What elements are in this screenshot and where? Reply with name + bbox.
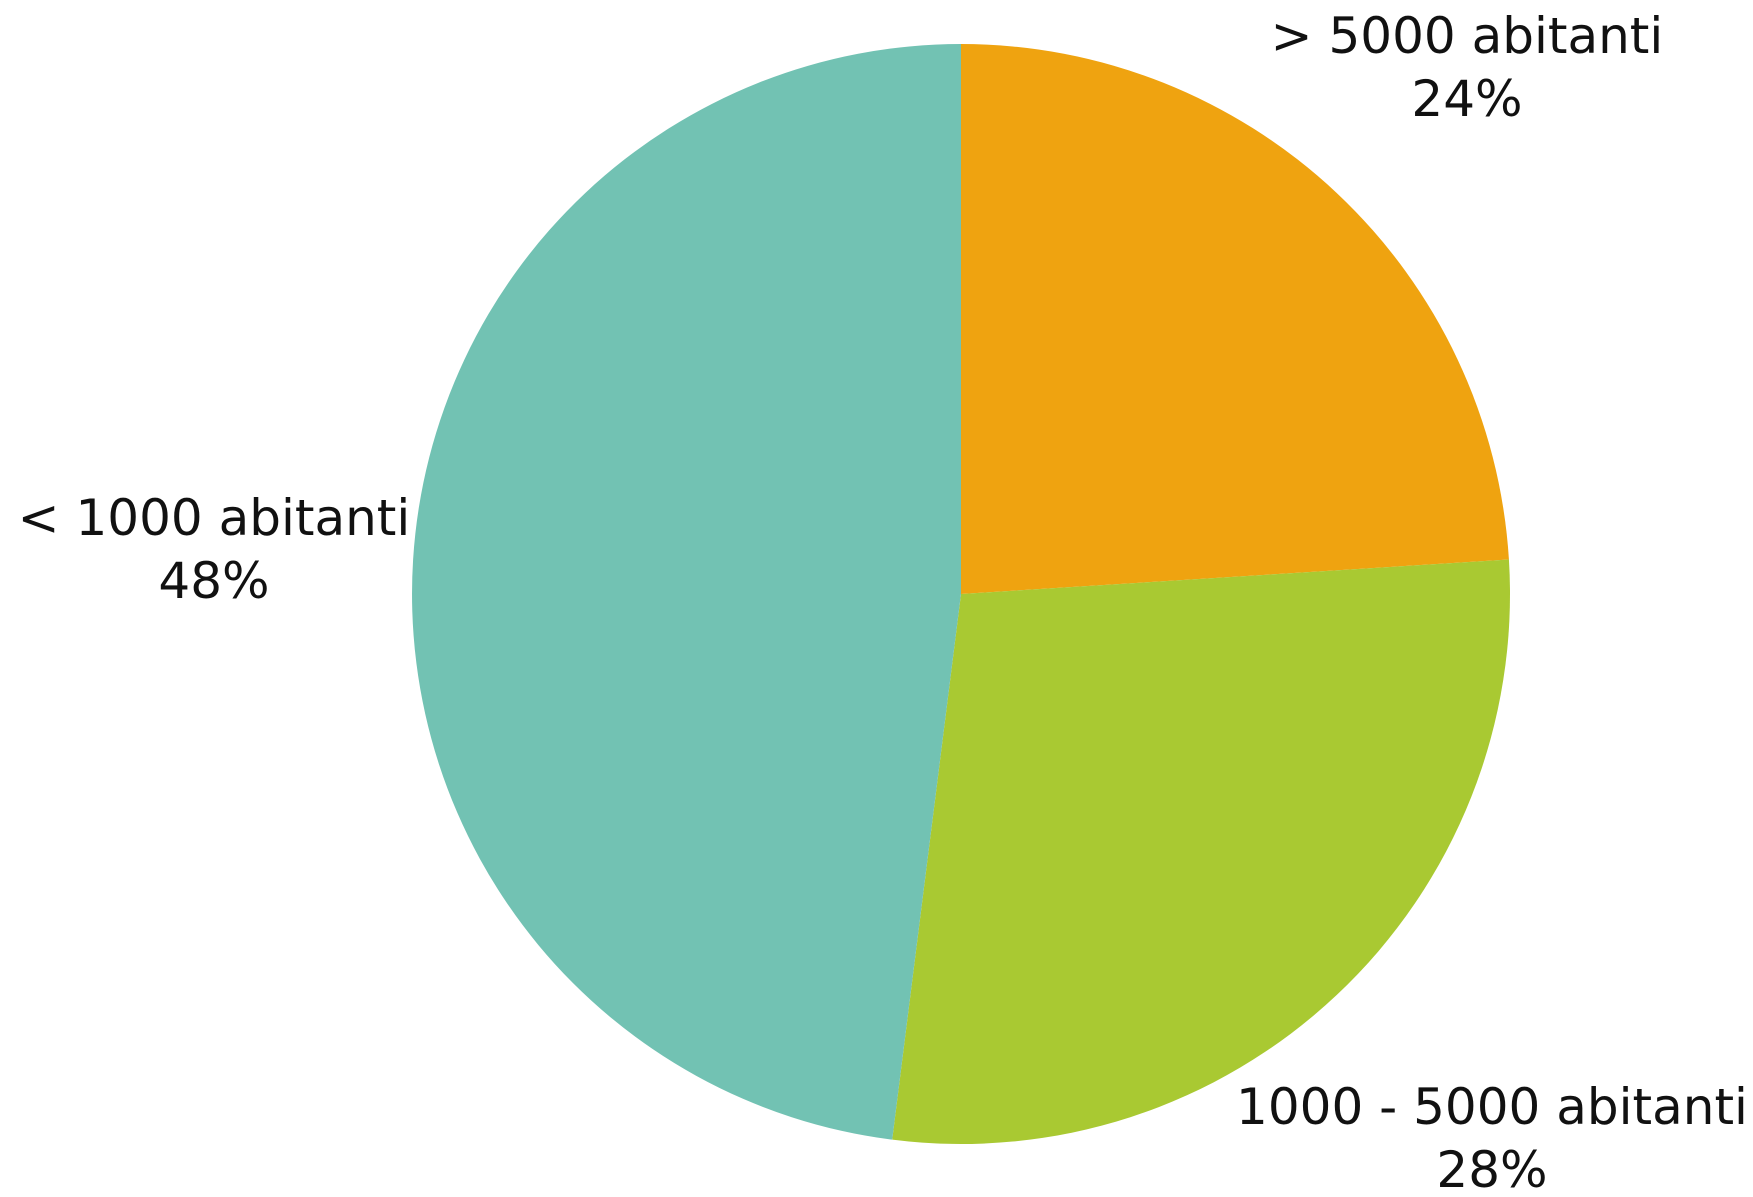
pie-slices — [412, 44, 1511, 1144]
label-lt-1000: < 1000 abitanti — [18, 489, 411, 547]
label-1000-5000: 1000 - 5000 abitanti — [1236, 1078, 1748, 1136]
slice-1000-5000 — [892, 559, 1511, 1144]
slice-lt-1000 — [412, 44, 962, 1140]
label-gt-5000: > 5000 abitanti — [1271, 7, 1664, 65]
percent-gt-5000: 24% — [1411, 70, 1522, 128]
percent-1000-5000: 28% — [1436, 1141, 1547, 1197]
percent-lt-1000: 48% — [158, 552, 269, 610]
slice-gt-5000 — [961, 44, 1509, 594]
